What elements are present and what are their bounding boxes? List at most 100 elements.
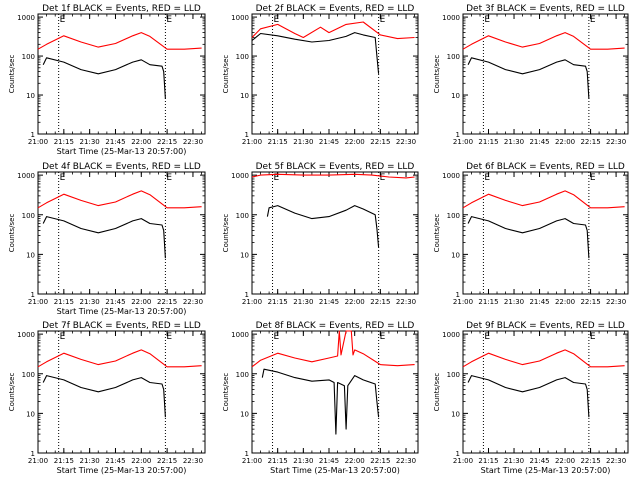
x-tick-label: 22:30 bbox=[606, 138, 626, 146]
x-tick-label: 21:45 bbox=[105, 457, 125, 465]
x-axis-label: Start Time (25-Mar-13 20:57:00) bbox=[57, 466, 187, 475]
y-tick-label: 1 bbox=[456, 131, 460, 139]
panel-8: Det 8f BLACK = Events, RED = LLD Counts/s… bbox=[222, 321, 419, 475]
event-marker-label: E bbox=[380, 332, 386, 342]
panel-9: Det 9f BLACK = Events, RED = LLD Counts/s… bbox=[433, 321, 629, 475]
x-tick-label: 21:00 bbox=[242, 457, 262, 465]
x-tick-label: 21:30 bbox=[504, 138, 524, 146]
x-tick-label: 21:30 bbox=[80, 298, 100, 306]
x-tick-label: 21:00 bbox=[453, 138, 473, 146]
y-tick-label: 10 bbox=[451, 410, 460, 418]
lld-series-line bbox=[251, 21, 415, 40]
x-tick-label: 21:45 bbox=[105, 298, 125, 306]
x-tick-label: 22:30 bbox=[396, 298, 416, 306]
x-tick-label: 22:00 bbox=[555, 138, 575, 146]
panel-3: Det 3f BLACK = Events, RED = LLD Counts/s… bbox=[433, 4, 629, 146]
panel-4: Det 4f BLACK = Events, RED = LLD Counts/s… bbox=[8, 162, 206, 316]
plot-frame bbox=[37, 330, 206, 454]
events-series-line bbox=[467, 216, 590, 259]
y-tick-label: 10 bbox=[26, 410, 35, 418]
x-tick-label: 21:00 bbox=[242, 138, 262, 146]
x-tick-label: 22:30 bbox=[396, 457, 416, 465]
y-tick-label: 100 bbox=[447, 212, 460, 220]
plot-frame bbox=[251, 171, 419, 295]
y-tick-label: 10 bbox=[240, 251, 249, 259]
events-series-line bbox=[261, 368, 380, 435]
x-tick-label: 21:45 bbox=[105, 138, 125, 146]
y-tick-label: 1000 bbox=[442, 14, 460, 22]
chart-title: Det 7f BLACK = Events, RED = LLD bbox=[42, 321, 201, 331]
x-tick-label: 22:00 bbox=[345, 457, 365, 465]
lld-series-line bbox=[462, 349, 625, 368]
x-tick-label: 22:30 bbox=[183, 457, 203, 465]
plot-frame bbox=[37, 171, 206, 295]
x-tick-label: 21:30 bbox=[293, 138, 313, 146]
x-tick-label: 21:15 bbox=[54, 457, 74, 465]
y-tick-label: 100 bbox=[236, 371, 249, 379]
y-tick-label: 1000 bbox=[442, 331, 460, 339]
lld-series-line bbox=[37, 349, 202, 368]
y-tick-label: 1000 bbox=[17, 331, 35, 339]
plot-frame bbox=[462, 330, 629, 454]
x-tick-label: 21:15 bbox=[54, 298, 74, 306]
x-tick-label: 21:15 bbox=[268, 298, 288, 306]
event-marker-label: E bbox=[484, 173, 490, 183]
panel-2: Det 2f BLACK = Events, RED = LLD Counts/s… bbox=[222, 4, 419, 146]
y-tick-label: 100 bbox=[22, 53, 35, 61]
y-tick-label: 100 bbox=[447, 53, 460, 61]
x-tick-label: 21:00 bbox=[453, 298, 473, 306]
y-tick-label: 1 bbox=[31, 291, 35, 299]
x-tick-label: 21:45 bbox=[529, 138, 549, 146]
event-marker-label: E bbox=[590, 332, 596, 342]
y-tick-label: 1 bbox=[456, 450, 460, 458]
x-tick-label: 21:00 bbox=[28, 298, 48, 306]
y-axis-label: Counts/sec bbox=[222, 214, 230, 253]
panel-1: Det 1f BLACK = Events, RED = LLD Counts/s… bbox=[8, 4, 206, 156]
event-marker-label: E bbox=[590, 15, 596, 25]
x-axis-label: Start Time (25-Mar-13 20:57:00) bbox=[57, 147, 187, 156]
x-tick-label: 21:15 bbox=[478, 457, 498, 465]
x-tick-label: 22:15 bbox=[157, 138, 177, 146]
x-tick-label: 22:15 bbox=[580, 138, 600, 146]
x-tick-label: 22:30 bbox=[606, 457, 626, 465]
x-tick-label: 21:15 bbox=[268, 457, 288, 465]
y-tick-label: 100 bbox=[236, 53, 249, 61]
event-marker-label: E bbox=[60, 15, 66, 25]
plot-frame bbox=[37, 13, 206, 135]
x-tick-label: 21:30 bbox=[293, 457, 313, 465]
y-tick-label: 1000 bbox=[442, 172, 460, 180]
event-marker-label: E bbox=[484, 332, 490, 342]
event-marker-label: E bbox=[166, 332, 172, 342]
chart-title: Det 3f BLACK = Events, RED = LLD bbox=[466, 4, 625, 14]
events-series-line bbox=[42, 375, 166, 418]
x-tick-label: 22:00 bbox=[131, 138, 151, 146]
x-tick-label: 21:15 bbox=[268, 138, 288, 146]
y-axis-label: Counts/sec bbox=[222, 55, 230, 94]
event-marker-label: E bbox=[60, 173, 66, 183]
y-tick-label: 1 bbox=[245, 450, 249, 458]
chart-title: Det 5f BLACK = Events, RED = LLD bbox=[256, 162, 415, 172]
x-tick-label: 22:15 bbox=[157, 298, 177, 306]
x-tick-label: 21:00 bbox=[242, 298, 262, 306]
y-tick-label: 1 bbox=[456, 291, 460, 299]
events-series-line bbox=[467, 57, 590, 99]
events-series-line bbox=[42, 57, 166, 99]
lld-series-line bbox=[462, 190, 625, 209]
x-tick-label: 21:45 bbox=[529, 298, 549, 306]
y-tick-label: 1 bbox=[245, 131, 249, 139]
x-tick-label: 21:30 bbox=[504, 457, 524, 465]
x-tick-label: 22:30 bbox=[183, 298, 203, 306]
y-axis-label: Counts/sec bbox=[433, 55, 441, 94]
x-tick-label: 22:00 bbox=[345, 298, 365, 306]
lld-series-line bbox=[462, 32, 625, 50]
event-marker-label: E bbox=[590, 173, 596, 183]
y-tick-label: 1 bbox=[245, 291, 249, 299]
x-tick-label: 22:00 bbox=[131, 298, 151, 306]
x-tick-label: 21:15 bbox=[478, 298, 498, 306]
y-axis-label: Counts/sec bbox=[8, 214, 16, 253]
panel-6: Det 6f BLACK = Events, RED = LLD Counts/s… bbox=[433, 162, 629, 306]
x-tick-label: 22:30 bbox=[606, 298, 626, 306]
x-tick-label: 21:45 bbox=[319, 138, 339, 146]
lld-series-line bbox=[37, 190, 202, 209]
